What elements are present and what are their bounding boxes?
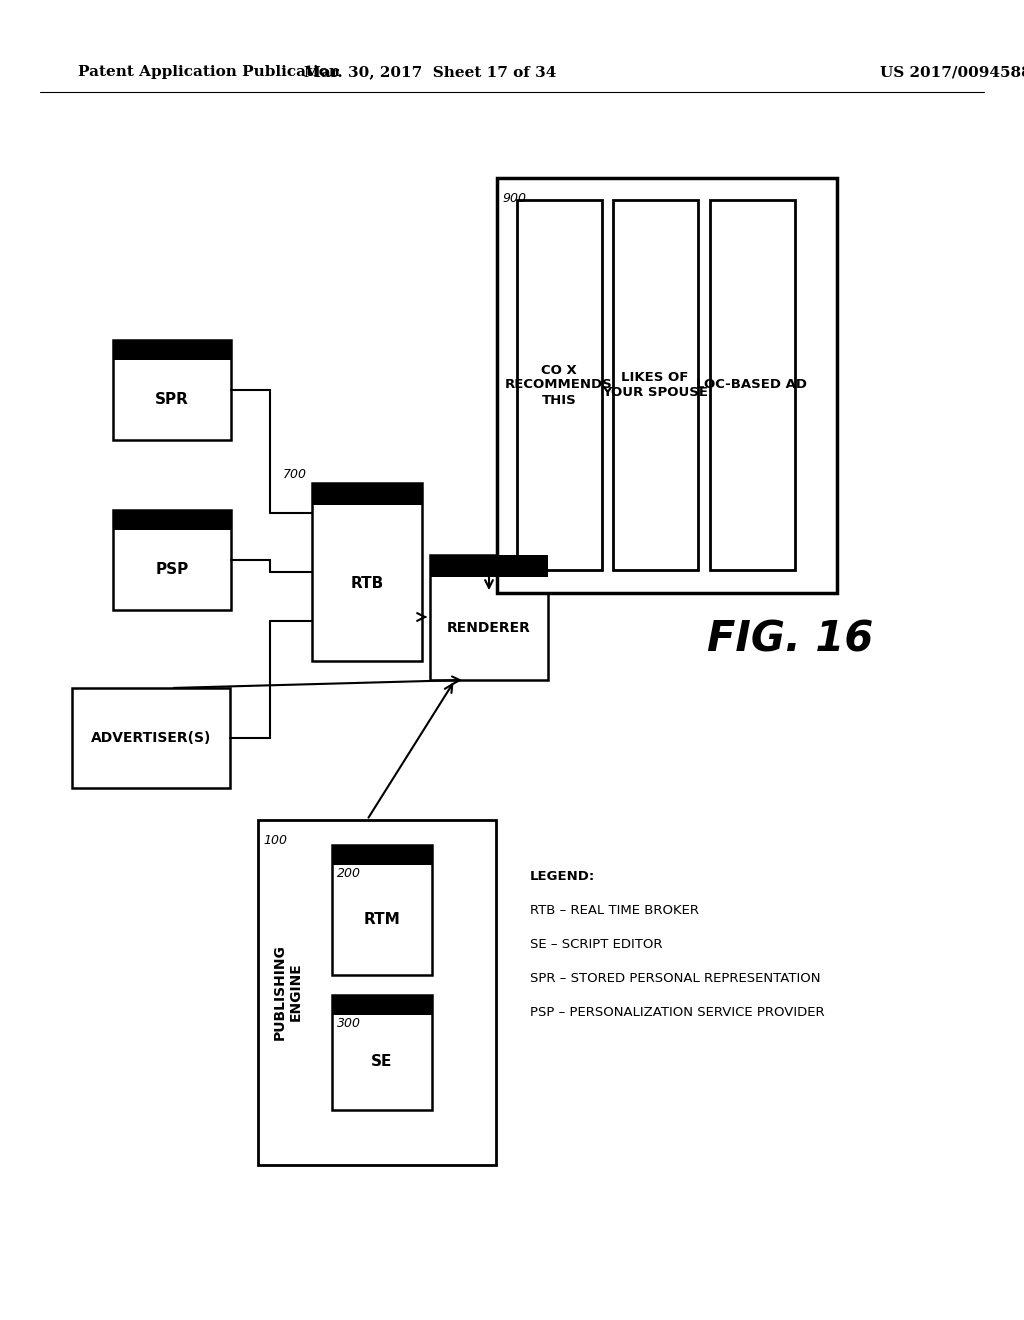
Text: Patent Application Publication: Patent Application Publication bbox=[78, 65, 340, 79]
Text: Mar. 30, 2017  Sheet 17 of 34: Mar. 30, 2017 Sheet 17 of 34 bbox=[304, 65, 556, 79]
Text: RTB: RTB bbox=[350, 576, 384, 590]
Text: LEGEND:: LEGEND: bbox=[530, 870, 595, 883]
Text: SE – SCRIPT EDITOR: SE – SCRIPT EDITOR bbox=[530, 939, 663, 950]
Bar bbox=[332, 995, 432, 1110]
Bar bbox=[113, 341, 231, 360]
Text: PSP – PERSONALIZATION SERVICE PROVIDER: PSP – PERSONALIZATION SERVICE PROVIDER bbox=[530, 1006, 824, 1019]
Text: 900: 900 bbox=[502, 191, 526, 205]
Text: CO X
RECOMMENDS
THIS: CO X RECOMMENDS THIS bbox=[505, 363, 613, 407]
Text: SPR: SPR bbox=[155, 392, 189, 408]
Text: 300: 300 bbox=[337, 1016, 361, 1030]
Bar bbox=[613, 201, 698, 570]
Text: PUBLISHING
ENGINE: PUBLISHING ENGINE bbox=[273, 944, 303, 1040]
Text: SE: SE bbox=[372, 1055, 392, 1069]
Text: ADVERTISER(S): ADVERTISER(S) bbox=[91, 731, 211, 744]
Text: RENDERER: RENDERER bbox=[447, 620, 530, 635]
Text: LOC-BASED AD: LOC-BASED AD bbox=[696, 379, 808, 392]
Text: RTM: RTM bbox=[364, 912, 400, 928]
Text: LIKES OF
YOUR SPOUSE: LIKES OF YOUR SPOUSE bbox=[602, 371, 708, 399]
Bar bbox=[72, 688, 230, 788]
Text: PSP: PSP bbox=[156, 562, 188, 578]
Bar bbox=[113, 510, 231, 531]
Text: FIG. 16: FIG. 16 bbox=[707, 619, 873, 661]
Bar bbox=[430, 554, 548, 680]
Bar bbox=[332, 845, 432, 865]
Text: SPR – STORED PERSONAL REPRESENTATION: SPR – STORED PERSONAL REPRESENTATION bbox=[530, 972, 820, 985]
Bar bbox=[312, 483, 422, 661]
Bar bbox=[430, 554, 548, 577]
Bar bbox=[710, 201, 795, 570]
Text: US 2017/0094588 A1: US 2017/0094588 A1 bbox=[880, 65, 1024, 79]
Bar bbox=[113, 341, 231, 440]
Bar bbox=[497, 178, 837, 593]
Bar bbox=[332, 995, 432, 1015]
Text: 200: 200 bbox=[337, 867, 361, 880]
Bar bbox=[517, 201, 602, 570]
Text: 800: 800 bbox=[435, 557, 459, 570]
Text: 100: 100 bbox=[263, 834, 287, 847]
Bar bbox=[258, 820, 496, 1166]
Bar bbox=[312, 483, 422, 506]
Bar bbox=[332, 845, 432, 975]
Text: 700: 700 bbox=[283, 469, 307, 480]
Text: RTB – REAL TIME BROKER: RTB – REAL TIME BROKER bbox=[530, 904, 699, 917]
Bar bbox=[113, 510, 231, 610]
